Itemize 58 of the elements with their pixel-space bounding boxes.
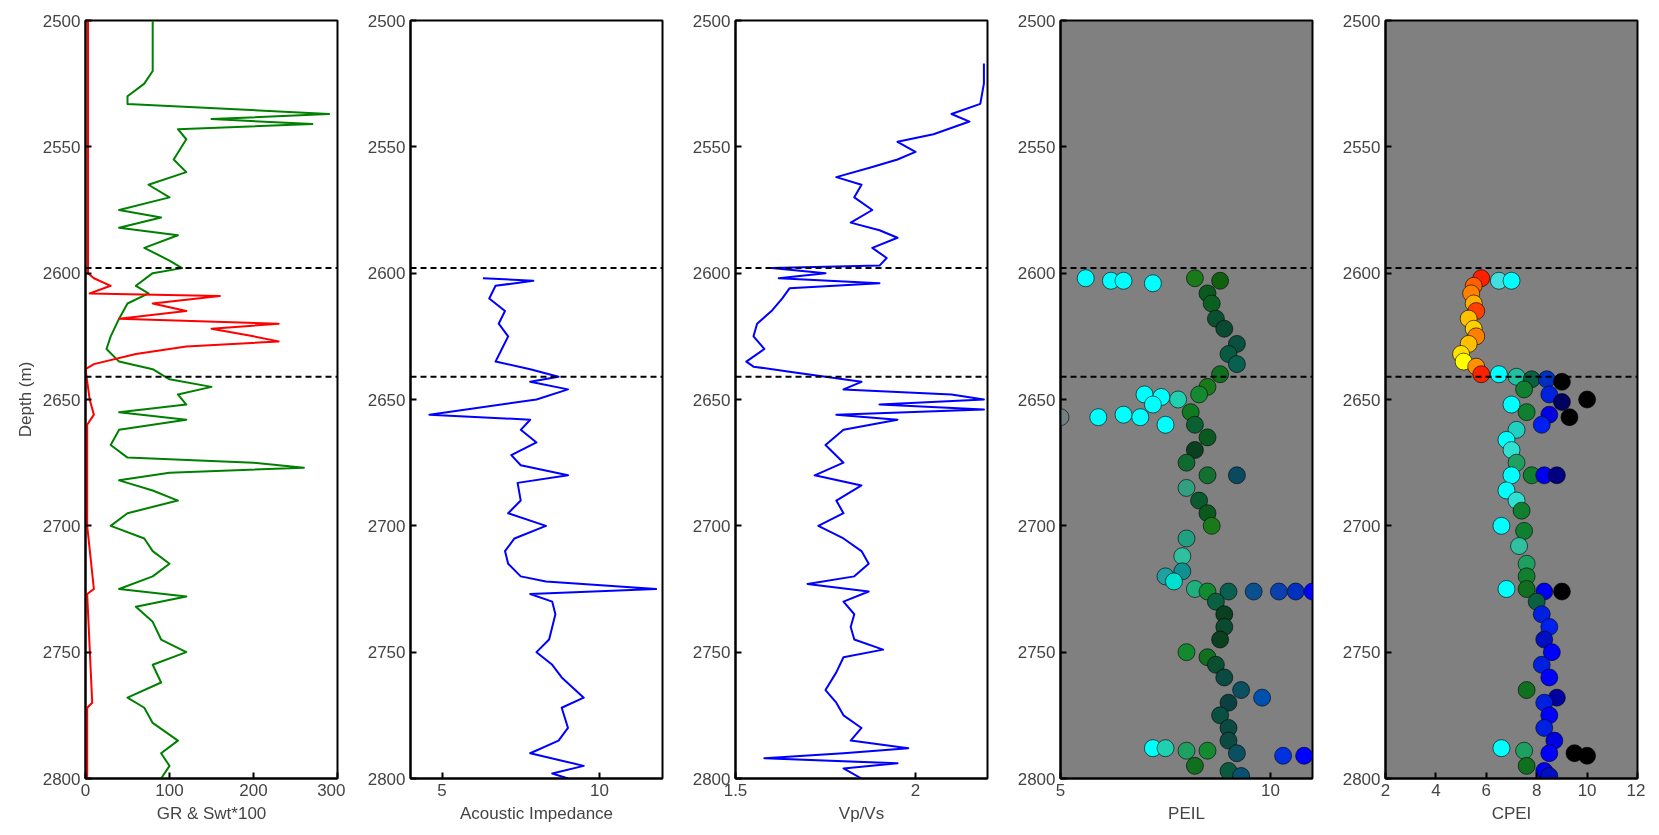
y-tick-label: 2650: [367, 390, 406, 410]
y-tick-label: 2500: [42, 11, 81, 31]
y-tick-label: 2750: [1017, 643, 1056, 663]
y-tick-label: 2750: [1342, 643, 1381, 663]
x-tick-label: 5: [1055, 780, 1066, 800]
y-axis-title: Depth (m): [15, 361, 35, 438]
y-tick-label: 2500: [1017, 11, 1056, 31]
y-tick-label: 2700: [1342, 516, 1381, 536]
y-tick-label: 2750: [367, 643, 406, 663]
x-tick-label: 300: [317, 780, 346, 800]
x-tick-label: 200: [239, 780, 268, 800]
y-tick-label: 2550: [1342, 137, 1381, 157]
y-tick-label: 2800: [367, 769, 406, 789]
y-tick-label: 2700: [692, 516, 731, 536]
y-tick-label: 2650: [1342, 390, 1381, 410]
y-tick-label: 2650: [42, 390, 81, 410]
y-tick-label: 2650: [1017, 390, 1056, 410]
y-tick-label: 2500: [367, 11, 406, 31]
x-tick-label: 10: [1577, 780, 1597, 800]
y-tick-label: 2500: [1342, 11, 1381, 31]
y-tick-label: 2600: [1342, 264, 1381, 284]
x-axis-title: Acoustic Impedance: [459, 803, 614, 823]
x-tick-label: 100: [155, 780, 184, 800]
y-tick-label: 2800: [42, 769, 81, 789]
x-tick-label: 6: [1481, 780, 1492, 800]
x-tick-label: 0: [80, 780, 91, 800]
y-tick-label: 2650: [692, 390, 731, 410]
y-tick-label: 2500: [692, 11, 731, 31]
x-tick-label: 4: [1431, 780, 1441, 800]
y-tick-label: 2700: [1017, 516, 1056, 536]
line-series: [105, 20, 331, 779]
y-tick-label: 2550: [692, 137, 731, 157]
x-axis-title: PEIL: [1168, 803, 1205, 823]
y-tick-label: 2550: [1017, 137, 1056, 157]
x-tick-label: 2: [910, 780, 921, 800]
y-tick-label: 2550: [42, 137, 81, 157]
x-axis-title: GR & Swt*100: [156, 803, 267, 823]
y-tick-label: 2600: [367, 264, 406, 284]
x-tick-label: 5: [437, 780, 447, 800]
line-series: [745, 62, 985, 779]
x-tick-label: 8: [1531, 780, 1542, 800]
x-axis-title: CPEI: [1491, 803, 1532, 823]
y-tick-label: 2800: [1342, 769, 1381, 789]
x-tick-label: 10: [1261, 780, 1280, 800]
y-tick-label: 2550: [367, 137, 406, 157]
y-tick-label: 2750: [692, 643, 731, 663]
y-tick-label: 2700: [42, 516, 81, 536]
x-tick-label: 12: [1626, 780, 1646, 800]
line-series: [428, 277, 658, 779]
y-tick-label: 2600: [42, 264, 81, 284]
y-tick-label: 2750: [42, 643, 81, 663]
y-tick-label: 2800: [1017, 769, 1056, 789]
y-tick-label: 2600: [692, 264, 731, 284]
y-tick-label: 2600: [1017, 264, 1056, 284]
x-tick-label: 2: [1380, 780, 1391, 800]
x-tick-label: 10: [590, 780, 609, 800]
x-axis-title: Vp/Vs: [838, 803, 885, 823]
y-tick-label: 2700: [367, 516, 406, 536]
